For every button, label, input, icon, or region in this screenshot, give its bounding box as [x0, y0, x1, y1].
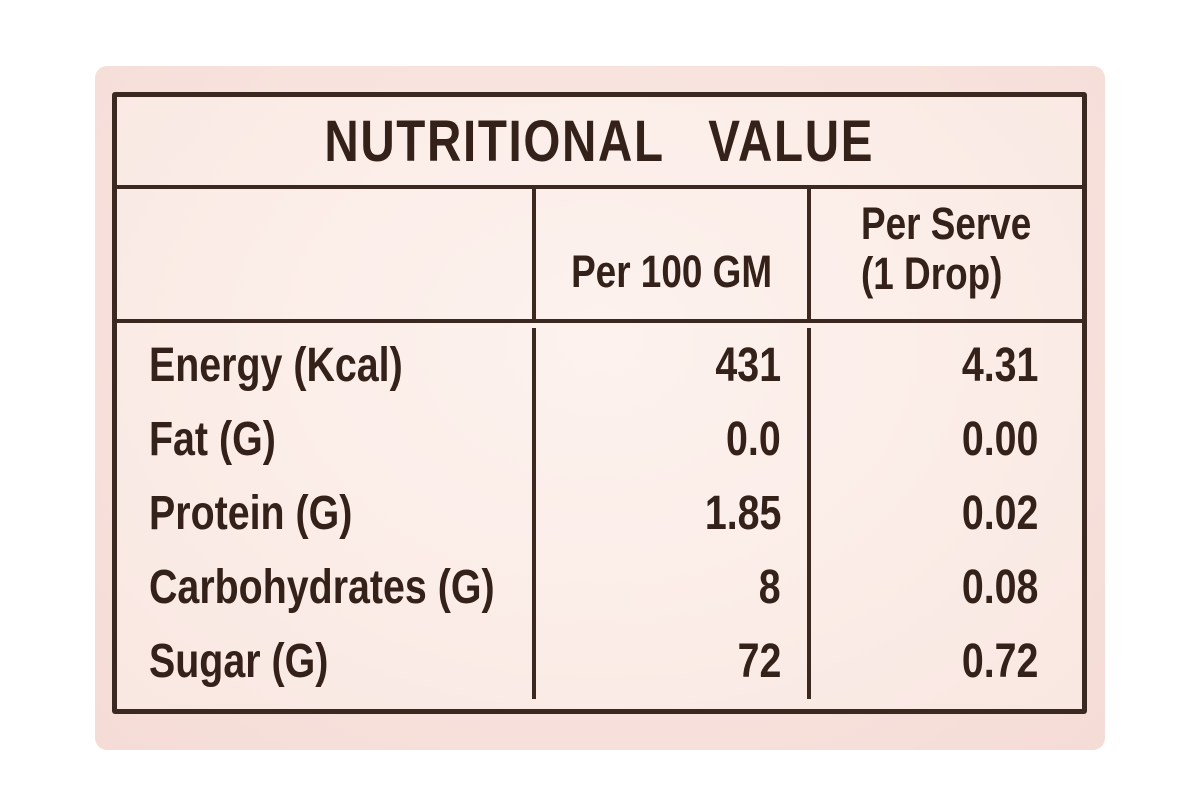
- row-sugar-label: Sugar (G): [149, 635, 329, 689]
- row-sugar-per-100gm: 72: [531, 624, 807, 699]
- row-protein-label: Protein (G): [149, 486, 353, 540]
- nutrition-label: NUTRITIONAL VALUE Per 100 GM Per Serve (…: [95, 66, 1105, 750]
- table-title: NUTRITIONAL VALUE: [324, 108, 875, 174]
- row-carbohydrates-label: Carbohydrates (G): [149, 561, 495, 615]
- row-sugar-per-serve: 0.72: [806, 624, 1082, 699]
- row-carbohydrates-per-100gm: 8: [531, 550, 807, 625]
- table-title-row: NUTRITIONAL VALUE: [117, 97, 1082, 189]
- row-energy-per-serve: 4.31: [806, 328, 1082, 403]
- row-fat-per-100gm: 0.0: [531, 402, 807, 477]
- column-header-per-serve: Per Serve (1 Drop): [806, 189, 1082, 319]
- column-header-row: Per 100 GM Per Serve (1 Drop): [117, 189, 1082, 323]
- row-protein-per-serve: 0.02: [806, 476, 1082, 551]
- nutrition-table: NUTRITIONAL VALUE Per 100 GM Per Serve (…: [112, 92, 1087, 714]
- table-body: Energy (Kcal) 431 4.31 Fat (G) 0.0 0.00: [117, 322, 1082, 709]
- column-header-per-100gm: Per 100 GM: [531, 189, 807, 319]
- row-fat-label: Fat (G): [149, 412, 276, 466]
- row-fat-per-serve: 0.00: [806, 402, 1082, 477]
- row-energy-label: Energy (Kcal): [149, 338, 403, 392]
- row-protein-per-100gm: 1.85: [531, 476, 807, 551]
- row-carbohydrates-per-serve: 0.08: [806, 550, 1082, 625]
- row-energy-per-100gm: 431: [531, 328, 807, 403]
- column-header-item: [117, 189, 532, 319]
